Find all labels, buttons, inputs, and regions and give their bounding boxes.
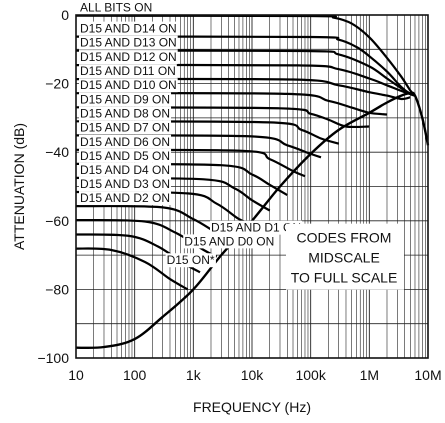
- series-label: D15 AND D2 ON: [80, 191, 170, 205]
- y-tick-label: −100: [37, 350, 69, 366]
- series-label: D15 AND D1 ON: [211, 221, 301, 235]
- x-tick-label: 1M: [360, 367, 379, 383]
- series-label: D15 ON*: [167, 253, 215, 267]
- series-label-background: [209, 220, 303, 235]
- series-label-background: [79, 176, 172, 191]
- series-line: [75, 14, 416, 97]
- plot-frame: [75, 14, 429, 359]
- series-line: [75, 77, 411, 101]
- series-label-background: [79, 21, 178, 36]
- series-label-background: [79, 0, 154, 15]
- series-label: D15 AND D3 ON: [80, 177, 170, 191]
- series-label-background: [183, 234, 276, 249]
- y-tick-label: −40: [45, 144, 69, 160]
- series-line: [75, 247, 189, 291]
- annotation-line: MIDSCALE: [308, 250, 380, 266]
- series-label: D15 AND D8 ON: [80, 106, 170, 120]
- y-tick-label: 0: [61, 7, 69, 23]
- y-tick-labels: 0 −20 −40 −60 −80 −100: [37, 7, 69, 366]
- series-label-background: [79, 64, 177, 79]
- y-tick-label: −20: [45, 76, 69, 92]
- y-tick-label: −80: [45, 281, 69, 297]
- series-label: D15 AND D6 ON: [80, 135, 170, 149]
- series-label-background: [79, 92, 172, 107]
- series-label: ALL BITS ON: [80, 1, 152, 15]
- series-label: D15 AND D4 ON: [80, 163, 170, 177]
- annotation: CODES FROM MIDSCALE TO FULL SCALE: [286, 223, 404, 290]
- envelope-line: [75, 91, 430, 350]
- series-label-background: [79, 120, 172, 135]
- series-line: [75, 49, 416, 97]
- series-label: D15 AND D0 ON: [184, 234, 274, 248]
- series-label: D15 AND D14 ON: [80, 22, 177, 36]
- series-label-background: [79, 106, 172, 121]
- series-label: D15 AND D13 ON: [80, 36, 177, 50]
- x-tick-label: 100k: [295, 367, 326, 383]
- series-label: D15 AND D12 ON: [80, 50, 177, 64]
- series-label: D15 AND D11 ON: [80, 64, 176, 78]
- series-label-background: [165, 253, 216, 268]
- series-label-background: [79, 78, 178, 93]
- series-label-background: [79, 134, 172, 149]
- series-label: D15 AND D5 ON: [80, 149, 170, 163]
- x-axis-label: FREQUENCY (Hz): [193, 399, 311, 415]
- series-line: [75, 63, 416, 97]
- series-label-background: [79, 50, 178, 65]
- annotation-background: [286, 223, 404, 290]
- y-tick-label: −60: [45, 213, 69, 229]
- series-line: [75, 218, 218, 258]
- annotation-line: TO FULL SCALE: [291, 270, 398, 286]
- series-label: D15 AND D7 ON: [80, 120, 170, 134]
- series-label-background: [79, 191, 172, 206]
- x-tick-label: 10k: [241, 367, 265, 383]
- series-label-background: [79, 148, 172, 163]
- series-label: D15 AND D9 ON: [80, 92, 170, 106]
- series-label: D15 AND D10 ON: [80, 78, 177, 92]
- x-tick-label: 100: [123, 367, 147, 383]
- x-tick-label: 1k: [186, 367, 202, 383]
- annotation-line: CODES FROM: [297, 230, 392, 246]
- y-axis-label: ATTENUATION (dB): [11, 123, 27, 250]
- series-label-background: [79, 162, 172, 177]
- x-tick-label: 10M: [414, 367, 441, 383]
- x-tick-labels: 10 100 1k 10k 100k 1M 10M: [68, 367, 441, 383]
- series-label-background: [79, 35, 178, 50]
- x-tick-label: 10: [68, 367, 84, 383]
